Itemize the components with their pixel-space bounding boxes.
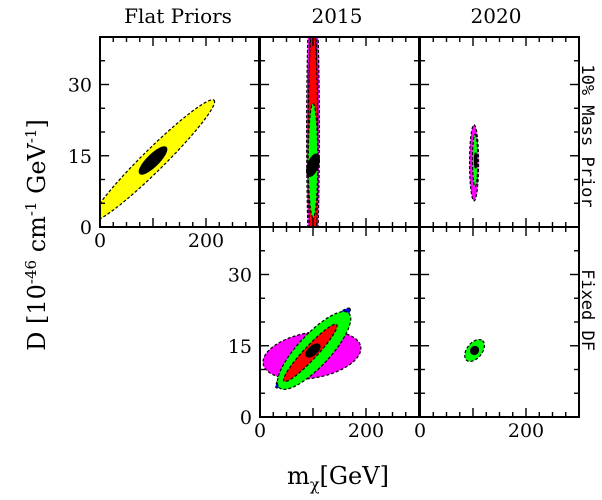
panel-regions <box>262 307 362 391</box>
panel-grid: 0 15 30 0 200 0 15 30 0 200 0 200 <box>68 36 580 442</box>
row-label-10pct-mass-prior: 10% Mass Prior <box>577 64 597 207</box>
y-tick-label: 15 <box>68 146 92 168</box>
y-label-prefix: D [10 <box>23 284 51 351</box>
x-axis-label: mχ[GeV] <box>287 462 389 494</box>
panel-r0-c0: 0 15 30 0 200 <box>68 36 260 252</box>
x-tick-label: 200 <box>188 230 224 252</box>
y-tick-label: 30 <box>68 75 92 97</box>
y-label-exp: -46 <box>22 260 40 284</box>
panel-frame <box>419 36 580 228</box>
region-black-1 <box>470 345 480 356</box>
region-black-4 <box>305 343 321 358</box>
y-tick-label: 15 <box>228 336 252 358</box>
y-tick-label: 0 <box>80 217 92 239</box>
panel-regions <box>468 124 480 202</box>
column-title-2020: 2020 <box>471 4 522 28</box>
y-tick-label: 30 <box>228 265 252 287</box>
region-black-4 <box>306 153 320 177</box>
panel-r1-c1: 0 15 30 0 200 <box>228 226 420 442</box>
y-label-unit: cm <box>23 216 51 260</box>
region-black-1 <box>138 146 168 175</box>
column-title-flat-priors: Flat Priors <box>124 4 232 28</box>
panel-frame <box>259 36 420 228</box>
x-tick-label: 200 <box>508 420 544 442</box>
x-tick-label: 0 <box>254 420 266 442</box>
panel-regions <box>306 37 320 227</box>
y-label-exp3: -1 <box>22 129 40 144</box>
panel-r1-c2: 0 200 <box>414 226 580 442</box>
row-label-fixed-df: Fixed DF <box>577 269 597 351</box>
y-axis-label: D [10-46 cm-1 GeV-1] <box>22 119 51 351</box>
y-label-exp2: -1 <box>22 201 40 216</box>
region-black-2 <box>473 152 478 169</box>
x-tick-label: 0 <box>414 420 426 442</box>
panel-r0-c1 <box>259 36 420 228</box>
column-title-2015: 2015 <box>312 4 363 28</box>
x-label-main: m <box>287 462 310 490</box>
panel-regions <box>100 99 216 222</box>
y-label-suffix: GeV <box>23 142 51 201</box>
x-label-unit: [GeV] <box>320 462 389 490</box>
y-label-close: ] <box>23 119 51 128</box>
x-tick-label: 200 <box>348 420 384 442</box>
y-tick-label: 0 <box>240 407 252 429</box>
panel-regions <box>464 338 486 363</box>
x-tick-label: 0 <box>94 230 106 252</box>
panel-r0-c2 <box>419 36 580 228</box>
x-label-sub: χ <box>310 475 320 494</box>
panel-frame <box>419 226 580 418</box>
